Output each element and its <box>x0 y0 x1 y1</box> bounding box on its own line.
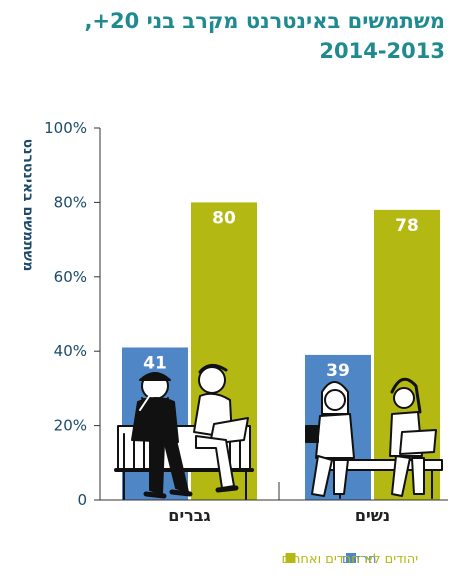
bar-value-label: 39 <box>326 361 350 381</box>
women-on-bench-illustration <box>305 377 443 499</box>
y-tick-label: 100% <box>44 119 87 137</box>
data-labels-layer: 41 80 39 78 <box>143 208 419 381</box>
x-axis: גברים נשים <box>100 482 448 525</box>
y-tick-label: 40% <box>54 342 87 360</box>
legend-swatch <box>285 553 296 563</box>
chart-title-line1: משתמשים באינטרנט מקרב בני 20+, <box>84 9 445 33</box>
x-category-label: נשים <box>355 506 390 525</box>
chart-title: משתמשים באינטרנט מקרב בני 20+, 2014-2013 <box>15 6 445 66</box>
legend-label: חרדים <box>342 552 376 567</box>
bar-value-label: 41 <box>143 353 167 373</box>
y-tick-label: 0 <box>77 491 87 509</box>
bar-value-label: 78 <box>395 216 419 236</box>
y-tick-label: 80% <box>54 193 87 211</box>
y-tick-label: 20% <box>54 417 87 435</box>
legend-label: יהודים לא־חרדים ואחרים <box>282 552 419 567</box>
bar-value-label: 80 <box>212 208 236 228</box>
chart-title-line2: 2014-2013 <box>319 39 445 63</box>
y-axis: 0 20% 40% 60% 80% 100% משתמשים באינטרנט <box>20 119 101 509</box>
y-tick-label: 60% <box>54 268 87 286</box>
y-axis-title: משתמשים באינטרנט <box>20 139 36 272</box>
legend-swatch <box>346 553 356 563</box>
men-on-bench-illustration <box>114 364 254 500</box>
x-category-label: גברים <box>168 506 210 525</box>
